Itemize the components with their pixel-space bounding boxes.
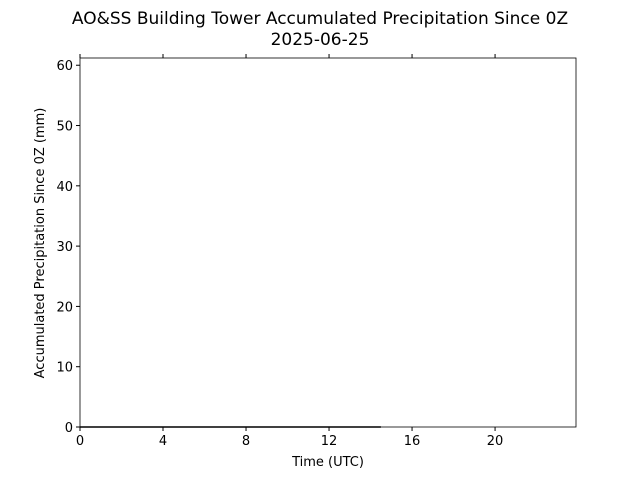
y-tick-label: 40 [56,180,73,195]
y-tick-label: 20 [56,300,73,315]
x-tick-label: 4 [159,434,167,449]
y-tick-label: 60 [56,59,73,74]
x-tick-label: 20 [487,434,504,449]
chart-title: AO&SS Building Tower Accumulated Precipi… [72,9,568,29]
y-tick-label: 30 [56,240,73,255]
x-axis-label: Time (UTC) [291,455,364,470]
y-tick-label: 0 [65,421,73,436]
x-tick-label: 8 [242,434,250,449]
y-tick-label: 10 [56,361,73,376]
y-tick-label: 50 [56,120,73,135]
x-tick-label: 16 [404,434,421,449]
y-axis-label: Accumulated Precipitation Since 0Z (mm) [33,108,48,379]
chart-subtitle: 2025-06-25 [271,30,370,50]
plot-frame [79,57,577,428]
x-tick-label: 0 [76,434,84,449]
x-tick-label: 12 [321,434,338,449]
